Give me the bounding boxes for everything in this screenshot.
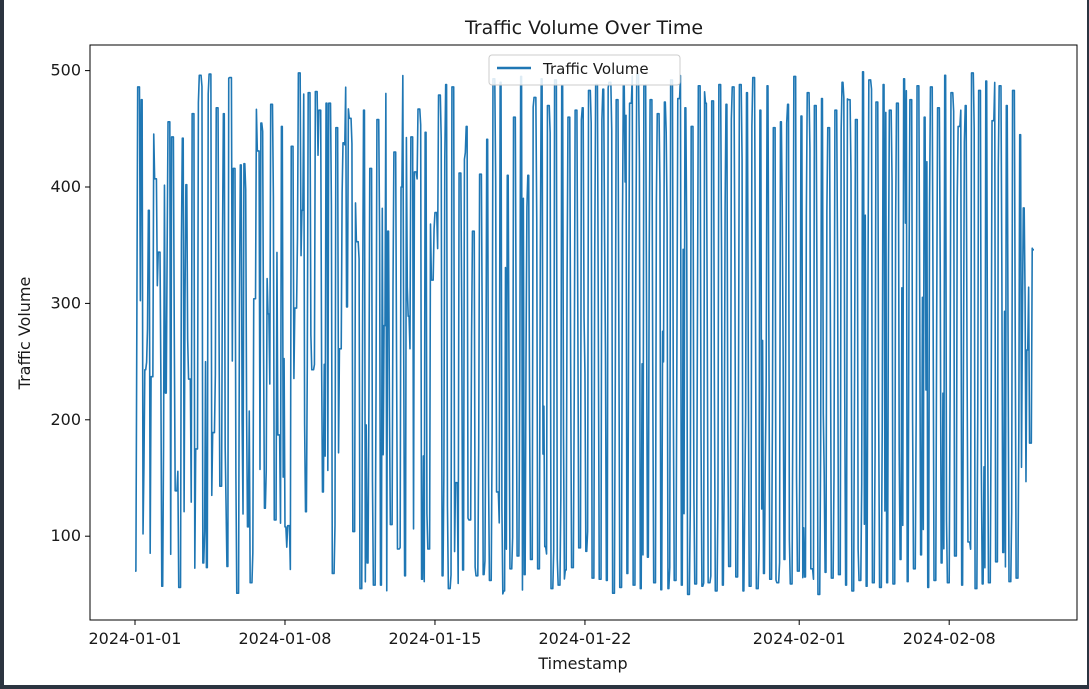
x-tick-label: 2024-01-01 [89,629,182,648]
y-tick-label: 500 [50,61,81,80]
plot-area-frame [89,44,1078,621]
y-tick-label: 200 [50,410,81,429]
y-tick-label: 300 [50,293,81,312]
x-tick-label: 2024-01-08 [238,629,331,648]
x-tick-label: 2024-01-15 [388,629,481,648]
x-tick-label: 2024-02-01 [753,629,846,648]
chart-title: Traffic Volume Over Time [464,17,703,39]
x-tick-label: 2024-01-22 [538,629,631,648]
y-tick-label: 100 [50,526,81,545]
line-chart: Traffic Volume Over Time 100 200 300 400 500… [15,17,1078,673]
x-tick-label: 2024-02-08 [903,629,996,648]
legend: Traffic Volume [488,54,681,86]
y-axis: 100 200 300 400 500 [50,61,90,545]
legend-label: Traffic Volume [542,60,649,78]
chart-figure: Traffic Volume Over Time 100 200 300 400 500… [4,0,1087,685]
x-axis-label: Timestamp [537,654,627,673]
legend-box [488,54,681,86]
series-line-traffic-volume [135,70,1034,596]
x-axis: 2024-01-01 2024-01-08 2024-01-15 2024-01-22… [89,620,996,648]
y-axis-label: Traffic Volume [15,277,34,391]
y-tick-label: 400 [50,177,81,196]
